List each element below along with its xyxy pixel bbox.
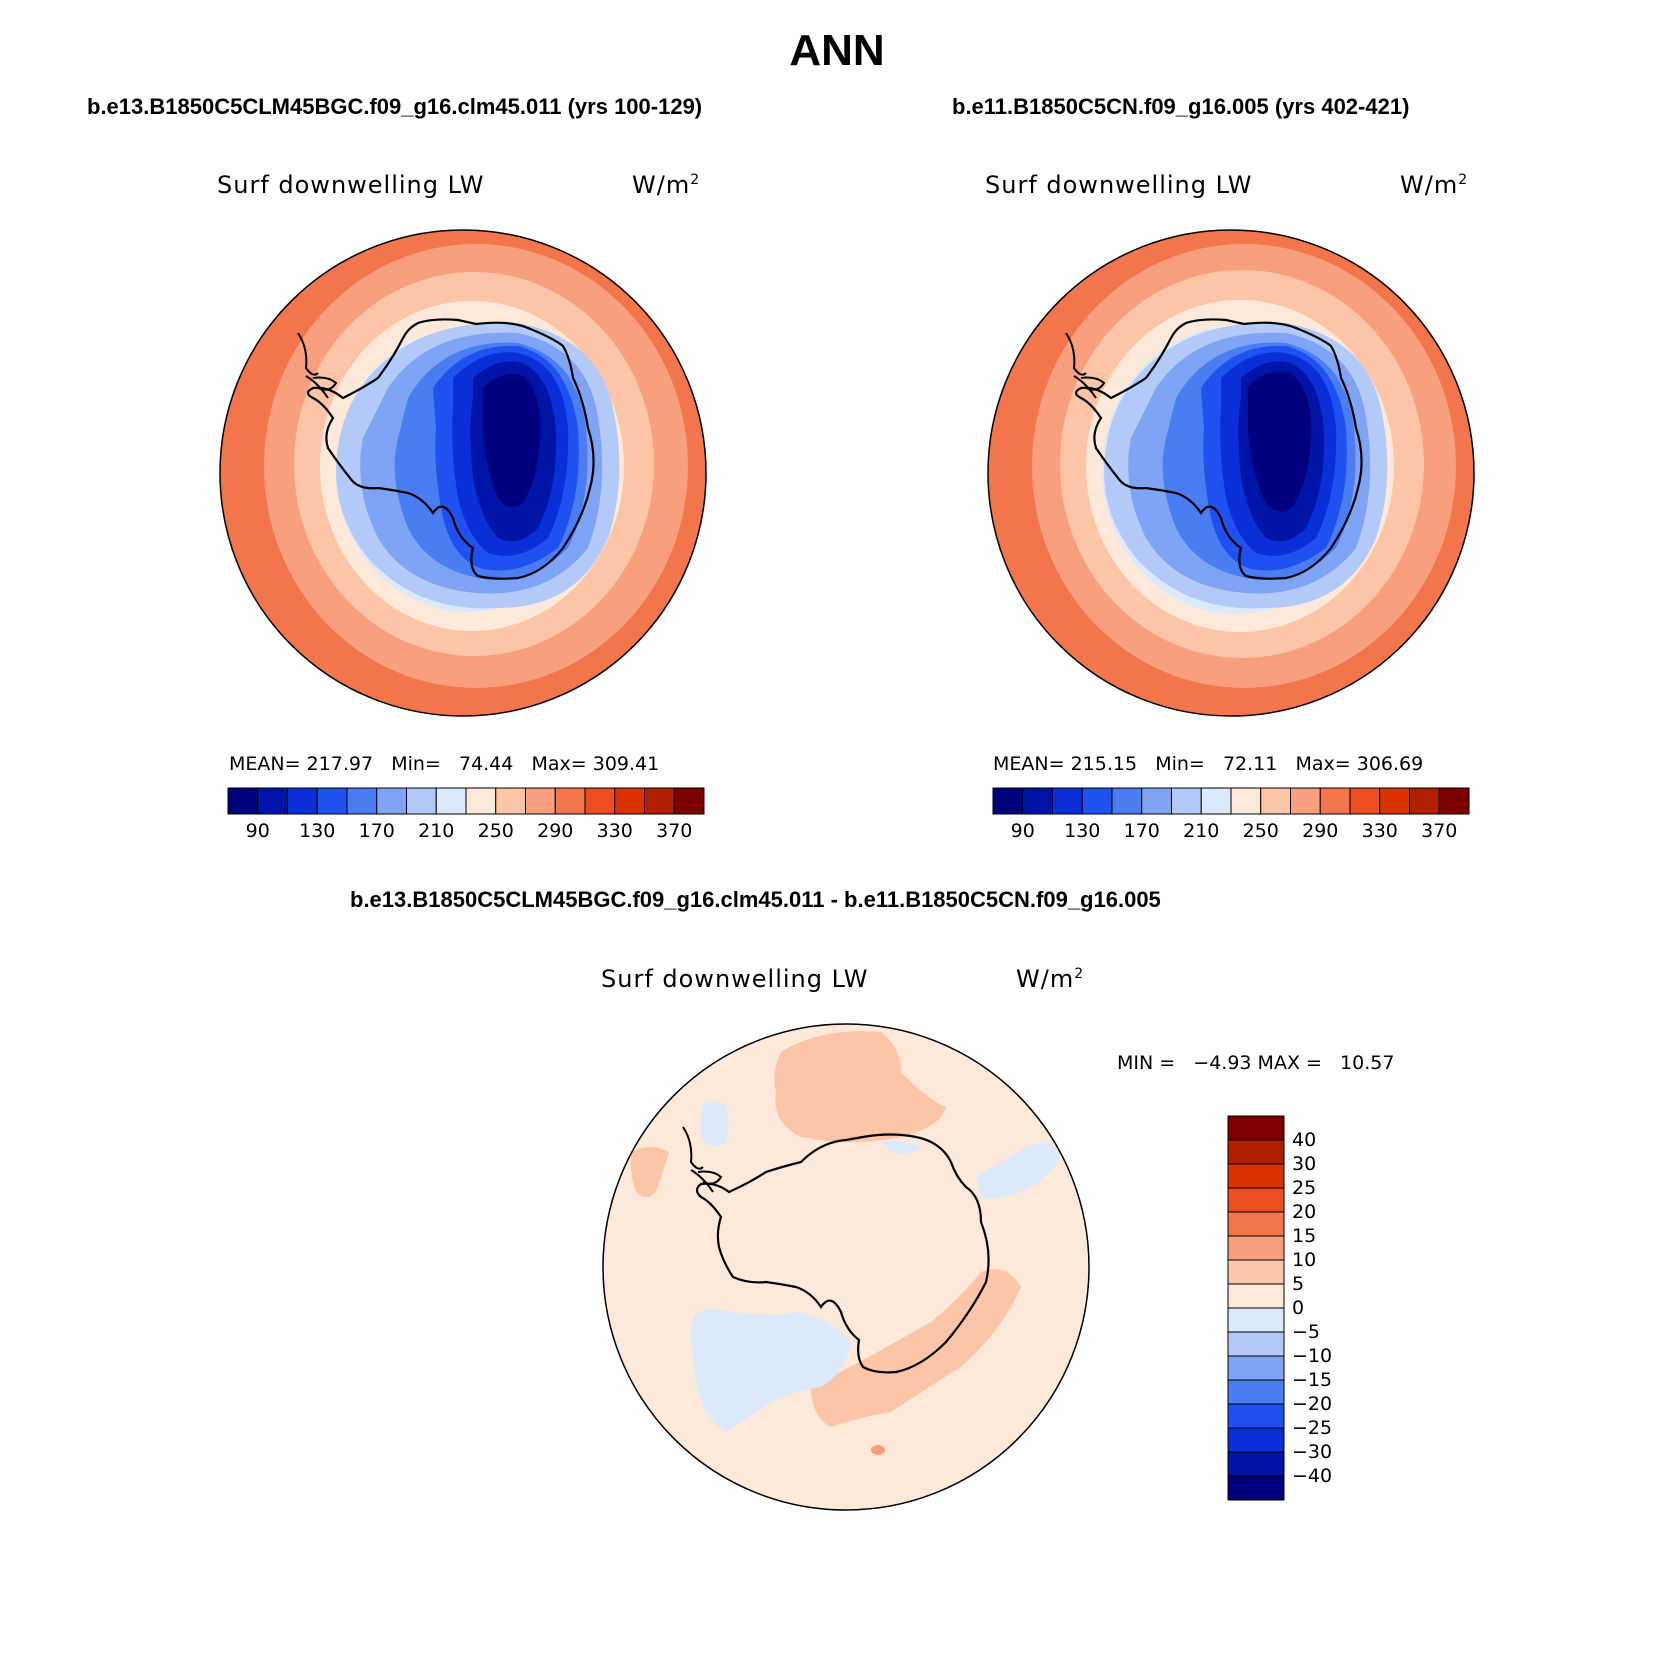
colorbar-tick-label: 90 [1010,820,1035,842]
colorbar-tick-label: −25 [1292,1417,1333,1439]
colorbar-swatch [1227,1355,1285,1381]
colorbar-swatch [1227,1187,1285,1213]
colorbar-tick-label: 370 [1421,820,1458,842]
colorbar-swatch [1227,1427,1285,1453]
panel2-colorbar [992,787,1470,815]
panel1-colorbar [227,787,705,815]
colorbar-swatch [1227,1163,1285,1189]
colorbar-tick-label: 130 [299,820,336,842]
colorbar-tick-label: 210 [418,820,455,842]
colorbar-swatch [1227,1211,1285,1237]
colorbar-swatch [227,787,259,815]
panel1-units: W/m2 [632,171,701,199]
colorbar-swatch [1227,1379,1285,1405]
colorbar-swatch [465,787,497,815]
colorbar-tick-label: 170 [1123,820,1160,842]
panel1-variable-label: Surf downwelling LW [217,171,485,199]
colorbar-swatch [525,787,556,815]
colorbar-tick-label: 170 [358,820,395,842]
panel1-map [219,229,707,717]
colorbar-swatch [1227,1403,1285,1429]
colorbar-swatch [495,787,526,815]
colorbar-swatch [1438,787,1470,815]
colorbar-swatch [1319,787,1351,815]
colorbar-swatch [376,787,407,815]
colorbar-tick-label: 290 [537,820,574,842]
panel2-variable-label: Surf downwelling LW [985,171,1253,199]
colorbar-tick-label: 40 [1292,1129,1317,1151]
colorbar-swatch [554,787,586,815]
diff-units: W/m2 [1016,965,1085,993]
colorbar-tick-label: 5 [1292,1273,1305,1295]
colorbar-swatch [257,787,288,815]
colorbar-swatch [1081,787,1113,815]
diff-case-title: b.e13.B1850C5CLM45BGC.f09_g16.clm45.011 … [350,887,1161,912]
colorbar-tick-label: 30 [1292,1153,1317,1175]
colorbar-tick-label: 130 [1064,820,1101,842]
colorbar-swatch [1141,787,1172,815]
colorbar-swatch [1227,1475,1285,1501]
diff-map [602,1023,1090,1511]
colorbar-tick-label: −30 [1292,1441,1333,1463]
colorbar-swatch [1227,1331,1285,1357]
panel2-case-title: b.e11.B1850C5CN.f09_g16.005 (yrs 402-421… [952,94,1410,119]
colorbar-tick-label: 290 [1302,820,1339,842]
panel2-units: W/m2 [1400,171,1469,199]
colorbar-tick-label: 10 [1292,1249,1317,1271]
colorbar-tick-label: 15 [1292,1225,1317,1247]
colorbar-tick-label: 0 [1292,1297,1305,1319]
colorbar-swatch [1200,787,1232,815]
colorbar-swatch [1227,1139,1285,1165]
page-title: ANN [789,26,885,75]
colorbar-swatch [287,787,318,815]
colorbar-swatch [1409,787,1440,815]
colorbar-swatch [992,787,1024,815]
colorbar-swatch [1349,787,1381,815]
colorbar-swatch [1227,1259,1285,1285]
colorbar-swatch [346,787,378,815]
colorbar-swatch [1171,787,1202,815]
colorbar-swatch [1290,787,1321,815]
colorbar-swatch [1052,787,1083,815]
panel1-stats: MEAN= 217.97 Min= 74.44 Max= 309.41 [229,753,660,775]
colorbar-tick-label: −40 [1292,1465,1333,1487]
colorbar-swatch [316,787,348,815]
colorbar-swatch [406,787,437,815]
colorbar-swatch [584,787,616,815]
colorbar-swatch [1230,787,1262,815]
colorbar-swatch [1379,787,1410,815]
colorbar-swatch [614,787,645,815]
panel2-stats: MEAN= 215.15 Min= 72.11 Max= 306.69 [993,753,1424,775]
panel2-map [987,229,1475,717]
colorbar-swatch [1022,787,1053,815]
diff-minmax: MIN = −4.93 MAX = 10.57 [1117,1052,1395,1074]
colorbar-swatch [1111,787,1143,815]
colorbar-tick-label: −15 [1292,1369,1333,1391]
colorbar-tick-label: 370 [656,820,693,842]
colorbar-tick-label: −10 [1292,1345,1333,1367]
colorbar-tick-label: 20 [1292,1201,1317,1223]
colorbar-swatch [644,787,675,815]
colorbar-swatch [1227,1307,1285,1333]
colorbar-swatch [1260,787,1291,815]
diff-colorbar [1227,1115,1285,1501]
colorbar-tick-label: 210 [1183,820,1220,842]
panel1-case-title: b.e13.B1850C5CLM45BGC.f09_g16.clm45.011 … [87,94,703,119]
colorbar-swatch [1227,1115,1285,1141]
colorbar-swatch [1227,1283,1285,1309]
colorbar-swatch [673,787,705,815]
colorbar-tick-label: 250 [1242,820,1279,842]
colorbar-tick-label: 25 [1292,1177,1317,1199]
colorbar-tick-label: 330 [596,820,633,842]
colorbar-tick-label: −5 [1292,1321,1321,1343]
colorbar-swatch [1227,1451,1285,1477]
diff-variable-label: Surf downwelling LW [601,965,869,993]
colorbar-tick-label: 250 [477,820,514,842]
colorbar-tick-label: 90 [245,820,270,842]
colorbar-swatch [435,787,467,815]
colorbar-swatch [1227,1235,1285,1261]
colorbar-tick-label: −20 [1292,1393,1333,1415]
colorbar-tick-label: 330 [1361,820,1398,842]
